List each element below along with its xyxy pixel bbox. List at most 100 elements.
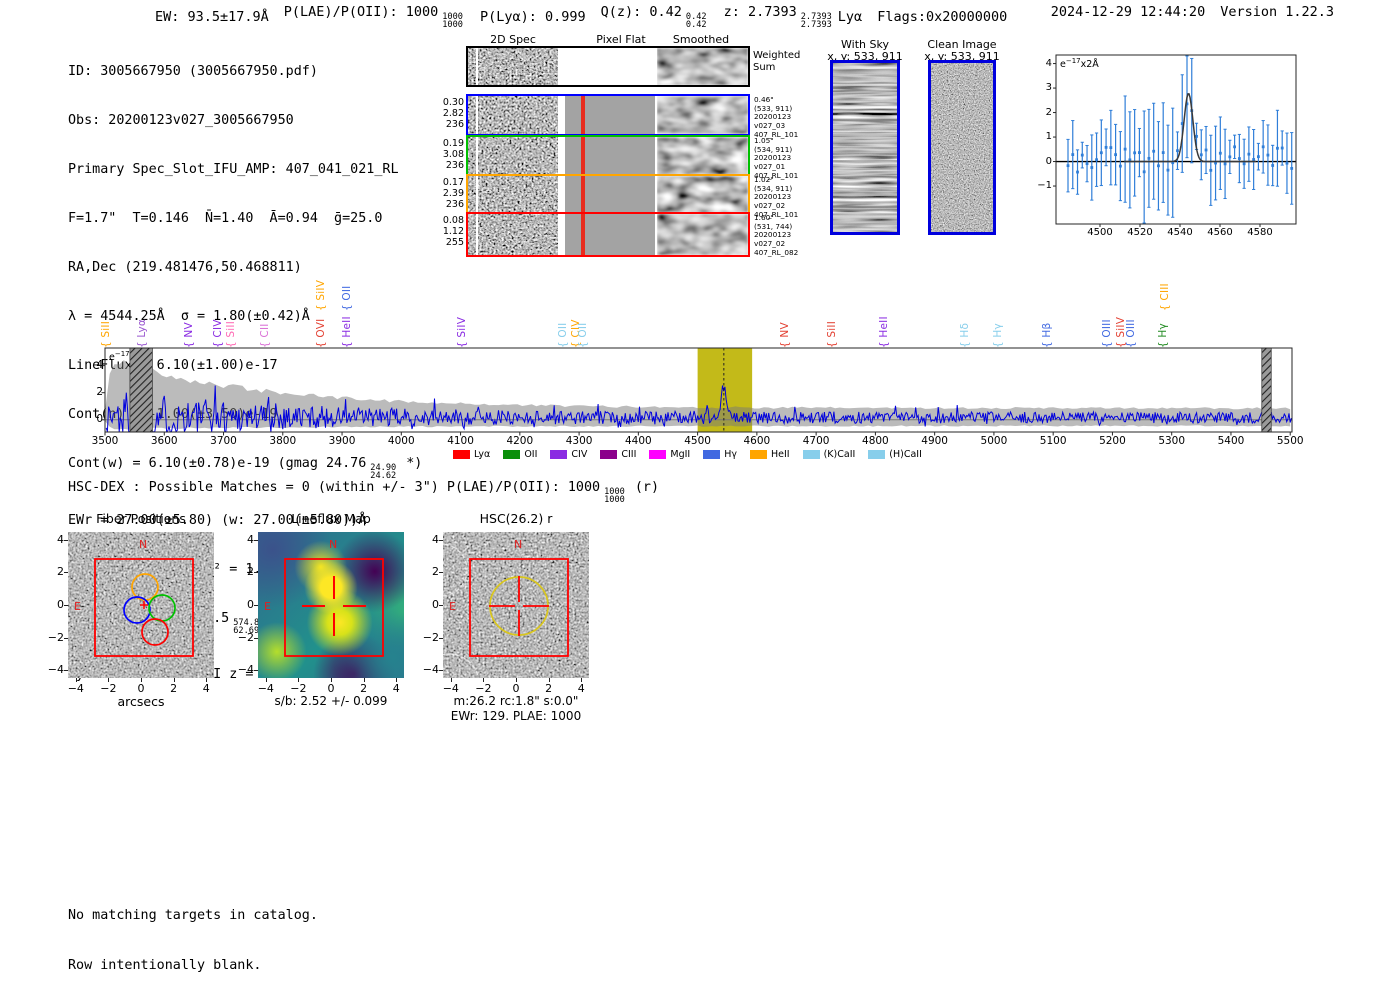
x-tick-label: 3500: [91, 435, 119, 447]
panel-x-tick-label: 4: [392, 682, 400, 695]
emission-line-label: { NV: [183, 322, 196, 348]
tick-mark: [483, 678, 485, 682]
legend-swatch: [750, 450, 767, 459]
panel-x-tick-label: −4: [257, 682, 274, 695]
footer-notes: No matching targets in catalog. Row inte…: [68, 875, 318, 991]
tick-mark: [64, 605, 68, 606]
panel-x-tick-label: −2: [475, 682, 492, 695]
legend-item: OII: [503, 449, 537, 460]
emission-line-label: { HeII: [341, 316, 354, 348]
contour-dashed: [443, 543, 468, 597]
x-tick-label: 4600: [743, 435, 771, 447]
fiber-positions-title: Fiber Positions: [96, 511, 186, 526]
with-sky-image: [830, 60, 900, 235]
panel-y-tick-label: −2: [237, 630, 254, 644]
info-obs: Obs: 20200123v027_3005667950: [68, 112, 294, 128]
legend-item: MgII: [649, 449, 690, 460]
emission-line-label: { HeII: [877, 316, 890, 348]
hsc-caption2: EWr: 129. PLAE: 1000: [450, 709, 582, 723]
north-label: N: [514, 538, 523, 551]
header-datetime-version: 2024-12-29 12:44:20 Version 1.22.3: [1051, 4, 1334, 20]
header-line-type: Lyα: [837, 8, 863, 25]
x-tick-label: 4520: [1127, 227, 1153, 238]
hsc-cutout-title: HSC(26.2) r: [479, 511, 553, 526]
info-id: ID: 3005667950 (3005667950.pdf): [68, 63, 318, 79]
tick-mark: [206, 678, 208, 682]
legend-item: HeII: [750, 449, 790, 460]
ifu-extent-box: [94, 558, 194, 657]
line-position-marker: [581, 214, 585, 255]
with-sky-title: With Sky: [841, 38, 889, 51]
legend-swatch: [802, 450, 820, 459]
x-tick-label: 4200: [506, 435, 534, 447]
spec2d-row-annotation: 1.02" (534, 911) 20200123 v027_02 407_RL_101: [754, 175, 799, 219]
info-radec: RA,Dec (219.481476,50.468811): [68, 259, 302, 275]
header-z: z: 2.7393 2.7393 2.7393: [723, 4, 832, 30]
spec2d-col-title: 2D Spec: [490, 33, 536, 46]
emission-line-label: { CIV: [212, 319, 225, 348]
legend-swatch: [600, 450, 618, 459]
legend-item: Hγ: [703, 449, 737, 460]
spec2d-image: [468, 214, 558, 255]
fiber-positions-overlay: [94, 558, 194, 657]
legend-label: HeII: [771, 449, 790, 460]
x-tick-label: 5400: [1217, 435, 1245, 447]
pixel-flat-image: [565, 214, 655, 255]
emission-line-label: { OII: [341, 285, 354, 311]
pixel-flat-image: [565, 96, 655, 134]
header-plae-poii: P(LAE)/P(OII): 1000 1000 1000: [283, 4, 463, 30]
x-tick-label: 3600: [150, 435, 178, 447]
tick-mark: [64, 572, 68, 574]
flux-units-label: e−17x2Å: [1060, 57, 1099, 71]
tick-mark: [439, 605, 443, 606]
emission-line-label: { SiII: [225, 321, 238, 348]
smoothed-image: [657, 137, 748, 175]
emission-line-label: { Hβ: [1040, 322, 1053, 348]
elixer-report-page: { "header": { "ew": "EW: 93.5±17.9Å", "p…: [47, 4, 1334, 973]
y-tick-label: 0: [1045, 155, 1052, 167]
spec2d-row-annotation: Weighted Sum: [753, 50, 801, 73]
x-tick-label: 3800: [269, 435, 297, 447]
panel-x-tick-label: 0: [137, 682, 145, 695]
x-tick-label: 4800: [862, 435, 889, 447]
header-flags: Flags:0x20000000: [877, 8, 1008, 25]
panel-y-tick-label: 4: [57, 532, 64, 546]
east-label: E: [264, 600, 271, 613]
panel-y-tick-label: 0: [247, 598, 254, 611]
legend-label: MgII: [670, 449, 691, 460]
legend-item: Lyα: [453, 449, 490, 460]
panel-x-tick-label: 0: [327, 682, 335, 695]
tick-mark: [254, 539, 258, 541]
footer-line: Row intentionally blank.: [68, 957, 262, 973]
panel-x-tick-label: 2: [545, 682, 553, 695]
tick-mark: [141, 678, 142, 682]
x-tick-label: 4900: [921, 435, 948, 447]
x-tick-label: 4500: [684, 435, 711, 447]
north-label: N: [139, 538, 148, 551]
panel-y-tick-label: −4: [47, 663, 64, 677]
spectrum-canvas: [101, 347, 1293, 436]
ifu-extent-box: [284, 558, 384, 657]
legend-swatch: [868, 450, 886, 459]
x-tick-label: 4540: [1167, 227, 1193, 238]
legend-label: CIV: [571, 449, 588, 460]
clean-image-title: Clean Image: [927, 38, 997, 51]
x-tick-label: 5500: [1276, 435, 1304, 447]
x-tick-label: 5200: [1099, 435, 1126, 447]
emission-line-label: { CIII: [1158, 283, 1171, 311]
spec2d-row-weights: 0.17 2.39 236: [442, 177, 464, 210]
spec2d-image: [468, 176, 558, 213]
x-tick-label: 4300: [565, 435, 593, 447]
spec2d-image: [468, 48, 558, 85]
y-tick-label: 0: [96, 412, 103, 425]
panel-y-tick-label: −2: [422, 630, 439, 644]
emission-line-label: { OII: [556, 322, 569, 348]
smoothed-image: [657, 96, 748, 134]
tick-mark: [331, 678, 332, 682]
emission-line-label: { SiII: [99, 321, 112, 348]
tick-mark: [450, 678, 452, 682]
tick-mark: [75, 678, 77, 682]
info-primary-slot: Primary Spec_Slot_IFU_AMP: 407_041_021_R…: [68, 161, 399, 177]
legend-label: Lyα: [474, 449, 491, 460]
x-tick-label: 3700: [210, 435, 237, 447]
